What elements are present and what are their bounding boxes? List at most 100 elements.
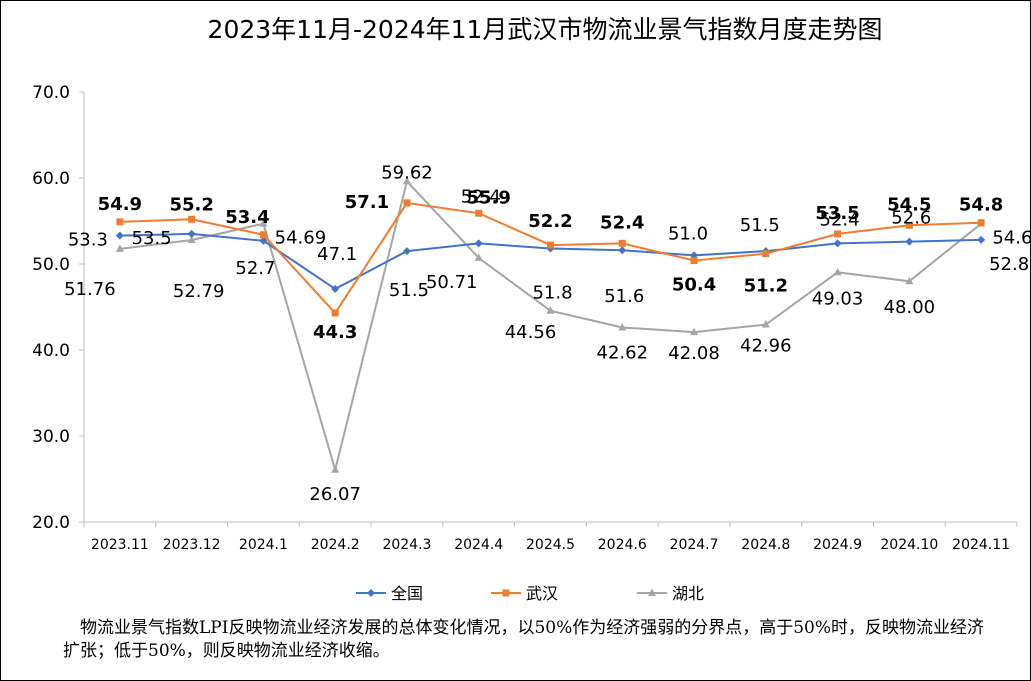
y-tick-label: 30.0 — [32, 427, 70, 447]
data-label: 50.4 — [672, 275, 716, 296]
data-label: 44.3 — [313, 322, 357, 343]
data-label: 59.62 — [381, 162, 433, 183]
data-point — [690, 257, 698, 265]
legend-item-1: 全国 — [356, 584, 423, 603]
data-point — [259, 231, 267, 239]
x-tick-label: 2023.12 — [163, 537, 221, 553]
data-label: 50.71 — [426, 272, 478, 293]
data-point — [116, 218, 124, 226]
data-point — [402, 176, 411, 185]
data-point — [761, 320, 770, 328]
labels-series-3: 51.76 52.79 54.69 26.07 59.62 50.71 44.56 42.62… — [64, 162, 1030, 505]
data-point — [474, 253, 483, 261]
data-label: 53.3 — [68, 230, 108, 251]
data-point — [648, 588, 656, 596]
line-chart: 2023年11月-2024年11月武汉市物流业景气指数月度走势图 20.0 30.… — [32, 15, 1030, 603]
data-label: 52.2 — [528, 211, 572, 232]
data-point — [474, 239, 483, 248]
data-label: 51.5 — [740, 215, 780, 236]
data-point — [475, 209, 483, 217]
data-label: 52.4 — [600, 212, 644, 233]
data-point — [618, 322, 627, 331]
data-label: 52.6 — [891, 208, 931, 229]
data-label: 52.4 — [820, 209, 860, 230]
x-tick-label: 2024.6 — [598, 537, 647, 553]
data-label: 51.6 — [604, 286, 644, 307]
data-point — [905, 221, 913, 229]
y-tick-label: 20.0 — [32, 513, 70, 533]
legend-label: 湖北 — [672, 584, 704, 603]
data-label: 52.4 — [461, 186, 501, 207]
data-point — [115, 231, 124, 240]
data-point — [187, 229, 196, 238]
y-tick-label: 70.0 — [32, 83, 70, 103]
data-labels: 53.3 53.5 52.7 47.1 51.5 52.4 51.8 51.6 51.0 51.5… — [64, 162, 1030, 505]
legend-item-3: 湖北 — [637, 584, 704, 603]
data-label: 54.69 — [992, 228, 1030, 249]
data-point — [502, 589, 510, 597]
data-point — [187, 235, 196, 244]
data-label: 42.96 — [740, 336, 792, 357]
data-point — [977, 219, 985, 227]
data-label: 44.56 — [505, 322, 557, 343]
data-point — [188, 215, 196, 223]
axes: 20.0 30.0 40.0 50.0 60.0 70.0 2023.11 2023.12 20… — [32, 83, 1018, 553]
series-3 — [115, 176, 986, 473]
data-label: 51.76 — [64, 279, 116, 300]
legend: 全国 武汉 湖北 — [356, 584, 704, 603]
data-label: 53.4 — [225, 207, 269, 228]
x-tick-label: 2024.4 — [454, 537, 503, 553]
series-layer — [115, 176, 986, 473]
legend-item-2: 武汉 — [491, 584, 558, 603]
data-point — [618, 239, 626, 247]
data-point — [834, 230, 842, 238]
data-label: 55.2 — [169, 194, 213, 215]
data-label: 42.62 — [597, 342, 649, 363]
data-label: 26.07 — [309, 484, 361, 505]
data-point — [905, 237, 914, 246]
data-point — [259, 219, 268, 227]
x-tick-label: 2024.5 — [526, 537, 575, 553]
x-tick-label: 2023.11 — [91, 537, 149, 553]
data-label: 51.2 — [744, 276, 788, 297]
data-label: 49.03 — [812, 288, 864, 309]
data-label: 53.5 — [815, 203, 859, 224]
data-label: 48.00 — [884, 297, 936, 318]
legend-label: 武汉 — [526, 584, 558, 603]
data-label: 53.5 — [132, 228, 172, 249]
labels-series-1: 53.3 53.5 52.7 47.1 51.5 52.4 51.8 51.6 51.0 51.5… — [68, 186, 1029, 307]
data-point — [331, 284, 340, 293]
x-tick-label: 2024.1 — [239, 537, 288, 553]
footnote-text: 物流业景气指数LPI反映物流业经济发展的总体变化情况，以50%作为经济强弱的分界… — [63, 618, 985, 661]
data-label: 42.08 — [668, 343, 720, 364]
data-point — [547, 241, 554, 249]
data-label: 47.1 — [317, 244, 357, 265]
data-point — [833, 239, 842, 248]
y-tick-label: 40.0 — [32, 341, 70, 361]
data-label: 52.7 — [235, 258, 275, 279]
x-tick-label: 2024.9 — [813, 537, 862, 553]
x-tick-label: 2024.3 — [382, 537, 431, 553]
data-point — [762, 250, 770, 258]
y-tick-label: 60.0 — [32, 169, 70, 189]
x-tick-label: 2024.2 — [311, 537, 360, 553]
x-tick-label: 2024.11 — [952, 537, 1010, 553]
data-label: 51.8 — [532, 283, 572, 304]
x-tick-label: 2024.8 — [741, 537, 790, 553]
x-tick-label: 2024.10 — [880, 537, 938, 553]
data-point — [403, 199, 411, 207]
data-point — [259, 236, 268, 245]
data-label: 52.8 — [989, 254, 1029, 275]
labels-series-2: 54.9 55.2 53.4 44.3 57.1 55.9 52.2 52.4 50.4 51.2… — [98, 187, 1004, 343]
data-point — [367, 589, 375, 597]
data-label: 54.9 — [98, 194, 142, 215]
data-label: 52.79 — [173, 281, 225, 302]
data-label: 51.5 — [389, 280, 429, 301]
data-point — [331, 465, 340, 473]
data-label: 51.0 — [668, 223, 708, 244]
data-label: 54.69 — [275, 228, 327, 249]
data-label: 54.5 — [887, 194, 931, 215]
data-point — [690, 327, 699, 336]
data-point — [905, 276, 914, 285]
